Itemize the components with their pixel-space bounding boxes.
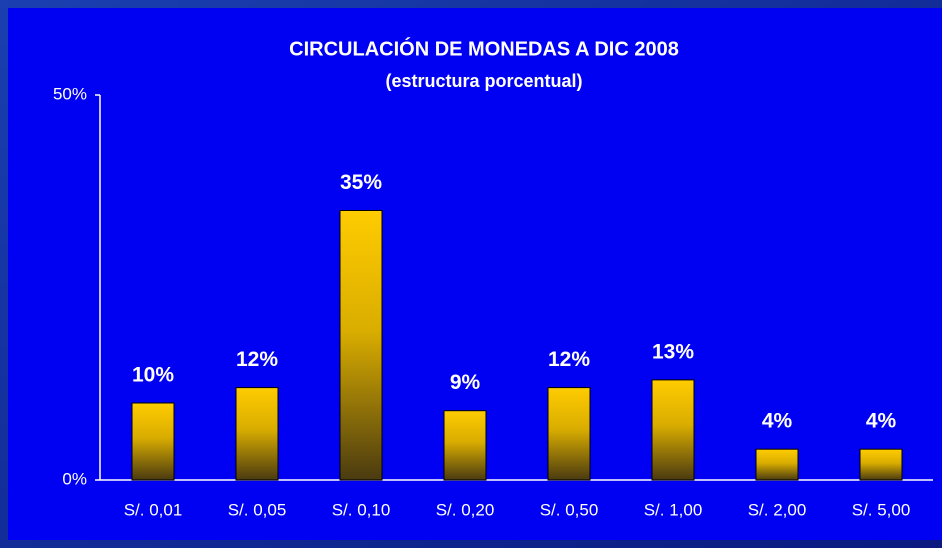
bar [443, 410, 487, 481]
value-label: 13% [652, 340, 694, 363]
chart-title: CIRCULACIÓN DE MONEDAS A DIC 2008 [289, 36, 679, 60]
bar [859, 448, 903, 481]
x-tick-label: S/. 0,50 [540, 500, 599, 519]
value-label: 4% [866, 410, 897, 433]
x-tick-label: S/. 0,20 [436, 500, 495, 519]
bar [339, 210, 383, 481]
x-tick-label: S/. 0,05 [228, 500, 287, 519]
bar [235, 387, 279, 481]
value-label: 10% [132, 364, 174, 387]
value-label: 12% [548, 348, 590, 371]
value-label: 9% [450, 371, 481, 394]
y-tick-label: 50% [53, 84, 87, 103]
x-tick-label: S/. 0,01 [124, 500, 183, 519]
value-label: 35% [340, 171, 382, 194]
x-tick-label: S/. 2,00 [748, 500, 807, 519]
value-label: 4% [762, 410, 793, 433]
bar [755, 448, 799, 481]
value-label: 12% [236, 348, 278, 371]
chart-subtitle: (estructura porcentual) [385, 71, 582, 91]
x-tick-label: S/. 5,00 [852, 500, 911, 519]
x-tick-label: S/. 1,00 [644, 500, 703, 519]
y-tick-label: 0% [62, 469, 87, 488]
bar [131, 402, 175, 481]
bar [547, 387, 591, 481]
bar [651, 379, 695, 481]
x-tick-label: S/. 0,10 [332, 500, 391, 519]
